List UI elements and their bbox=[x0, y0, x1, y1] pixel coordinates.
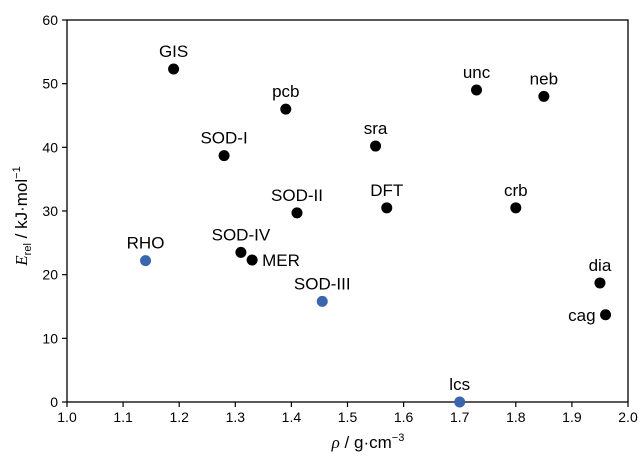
y-tick-label: 30 bbox=[42, 203, 58, 219]
point-label: MER bbox=[262, 251, 300, 270]
y-tick-label: 50 bbox=[42, 76, 58, 92]
data-point bbox=[218, 150, 230, 162]
y-tick-label: 40 bbox=[42, 139, 58, 155]
data-point bbox=[140, 255, 152, 267]
x-tick-label: 1.3 bbox=[226, 409, 246, 425]
point-label: unc bbox=[463, 63, 491, 82]
y-tick-label: 10 bbox=[42, 330, 58, 346]
x-axis-unit: / g·cm bbox=[340, 433, 392, 452]
data-point bbox=[370, 140, 382, 152]
y-tick-label: 0 bbox=[50, 394, 58, 410]
point-label: cag bbox=[568, 306, 595, 325]
data-point bbox=[280, 103, 292, 115]
data-point bbox=[454, 396, 466, 408]
x-tick-label: 1.1 bbox=[113, 409, 133, 425]
data-point bbox=[235, 246, 247, 258]
data-point bbox=[316, 295, 328, 307]
data-point bbox=[168, 63, 180, 75]
x-tick-label: 1.7 bbox=[450, 409, 470, 425]
point-label: crb bbox=[504, 181, 528, 200]
data-point bbox=[538, 90, 550, 102]
data-points bbox=[140, 63, 612, 408]
x-axis-ticks: 1.0 1.1 1.2 1.3 1.4 1.5 1.6 1.7 1.8 1.9 2.0 bbox=[57, 402, 638, 425]
y-axis-title: Erel / kJ·mol−1 bbox=[11, 166, 34, 266]
point-label: lcs bbox=[449, 375, 470, 394]
x-tick-label: 1.8 bbox=[506, 409, 526, 425]
x-tick-label: 1.4 bbox=[282, 409, 302, 425]
point-label: RHO bbox=[127, 234, 165, 253]
point-label: SOD-I bbox=[200, 129, 247, 148]
data-point bbox=[510, 202, 522, 214]
point-label: neb bbox=[530, 69, 558, 88]
point-label: SOD-II bbox=[271, 186, 323, 205]
point-label: GIS bbox=[159, 42, 188, 61]
data-point bbox=[600, 309, 612, 321]
point-label: dia bbox=[589, 256, 612, 275]
data-point bbox=[246, 254, 258, 266]
point-label: sra bbox=[364, 119, 388, 138]
data-point bbox=[291, 207, 303, 219]
y-axis-unit-exponent: −1 bbox=[11, 166, 23, 179]
x-axis-title: ρ / g·cm−3 bbox=[331, 432, 405, 452]
x-tick-label: 2.0 bbox=[618, 409, 638, 425]
y-axis-subscript: rel bbox=[22, 243, 34, 255]
point-labels: GIS pcb unc neb SOD-I sra SOD-II DFT crb RHO SOD-I… bbox=[127, 42, 612, 394]
x-axis-symbol: ρ bbox=[331, 433, 340, 452]
x-tick-label: 1.9 bbox=[562, 409, 582, 425]
data-point bbox=[594, 277, 606, 289]
data-point bbox=[381, 202, 393, 214]
data-point bbox=[471, 84, 483, 96]
x-tick-label: 1.5 bbox=[338, 409, 358, 425]
x-tick-label: 1.0 bbox=[57, 409, 77, 425]
point-label: pcb bbox=[272, 82, 299, 101]
y-axis-unit: / kJ·mol bbox=[12, 179, 31, 243]
y-axis-ticks: 0 10 20 30 40 50 60 bbox=[42, 12, 67, 410]
x-axis-unit-exponent: −3 bbox=[392, 432, 405, 444]
y-tick-label: 60 bbox=[42, 12, 58, 28]
point-label: SOD-IV bbox=[212, 225, 271, 244]
point-label: DFT bbox=[370, 181, 403, 200]
x-tick-label: 1.6 bbox=[394, 409, 414, 425]
y-tick-label: 20 bbox=[42, 267, 58, 283]
y-axis-symbol: E bbox=[12, 255, 31, 267]
point-label: SOD-III bbox=[294, 274, 351, 293]
x-tick-label: 1.2 bbox=[169, 409, 189, 425]
